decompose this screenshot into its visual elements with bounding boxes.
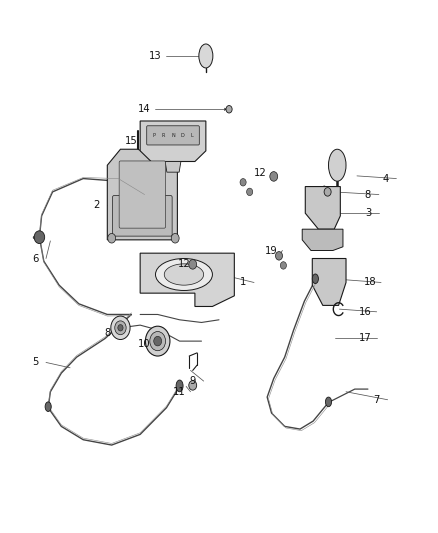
Ellipse shape xyxy=(164,264,204,285)
Text: N: N xyxy=(171,133,175,138)
Circle shape xyxy=(247,188,253,196)
Circle shape xyxy=(280,262,286,269)
Polygon shape xyxy=(140,121,206,161)
Text: R: R xyxy=(162,133,165,138)
Polygon shape xyxy=(302,229,343,251)
Circle shape xyxy=(226,106,232,113)
Text: 14: 14 xyxy=(138,104,151,114)
Polygon shape xyxy=(165,161,181,172)
Circle shape xyxy=(189,260,197,269)
Circle shape xyxy=(240,179,246,186)
Circle shape xyxy=(118,325,123,331)
Circle shape xyxy=(108,233,116,243)
Text: 3: 3 xyxy=(365,208,371,218)
Text: 5: 5 xyxy=(32,358,38,367)
Text: 19: 19 xyxy=(265,246,278,255)
Text: 12: 12 xyxy=(177,259,191,269)
Text: 7: 7 xyxy=(374,395,380,405)
Text: 12: 12 xyxy=(254,168,267,178)
Text: 8: 8 xyxy=(365,190,371,199)
Circle shape xyxy=(189,381,197,390)
Circle shape xyxy=(34,231,45,244)
Circle shape xyxy=(324,188,331,196)
FancyBboxPatch shape xyxy=(113,196,172,236)
Circle shape xyxy=(115,321,126,335)
Ellipse shape xyxy=(155,259,212,290)
Polygon shape xyxy=(305,187,340,229)
Circle shape xyxy=(171,233,179,243)
Text: L: L xyxy=(191,133,194,138)
Text: 4: 4 xyxy=(382,174,389,183)
Text: 13: 13 xyxy=(149,51,162,61)
Ellipse shape xyxy=(199,44,213,68)
Ellipse shape xyxy=(176,380,183,392)
Ellipse shape xyxy=(328,149,346,181)
Text: 2: 2 xyxy=(93,200,99,210)
Ellipse shape xyxy=(45,402,51,411)
Circle shape xyxy=(270,172,278,181)
Text: 8: 8 xyxy=(104,328,110,338)
Text: 6: 6 xyxy=(32,254,38,263)
Text: 11: 11 xyxy=(173,387,186,397)
Text: P: P xyxy=(152,133,155,138)
Circle shape xyxy=(276,252,283,260)
Circle shape xyxy=(154,336,162,346)
Text: 17: 17 xyxy=(359,334,372,343)
Text: 10: 10 xyxy=(138,339,151,349)
Circle shape xyxy=(145,326,170,356)
Circle shape xyxy=(150,332,166,351)
Ellipse shape xyxy=(312,274,318,284)
Polygon shape xyxy=(312,259,346,305)
Ellipse shape xyxy=(325,397,332,407)
Text: 1: 1 xyxy=(240,278,246,287)
Polygon shape xyxy=(140,253,234,306)
FancyBboxPatch shape xyxy=(147,126,199,145)
Text: 16: 16 xyxy=(359,307,372,317)
Text: 9: 9 xyxy=(190,376,196,386)
FancyBboxPatch shape xyxy=(119,161,166,228)
Circle shape xyxy=(111,316,130,340)
Text: D: D xyxy=(181,133,184,138)
Text: 18: 18 xyxy=(364,278,376,287)
Text: 15: 15 xyxy=(125,136,138,146)
Polygon shape xyxy=(107,149,177,240)
